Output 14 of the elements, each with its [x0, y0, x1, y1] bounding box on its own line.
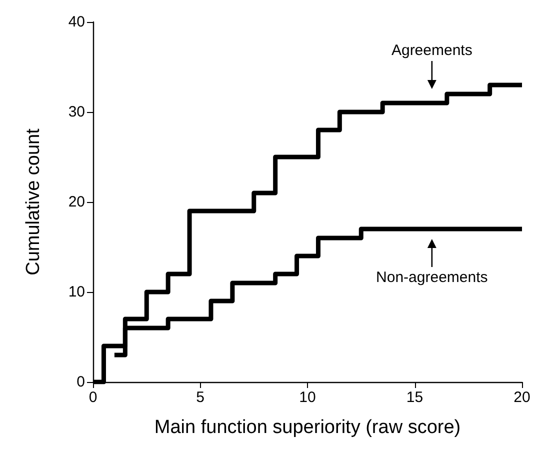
annotation: Agreements: [391, 42, 472, 59]
x-axis-title: Main function superiority (raw score): [154, 417, 461, 438]
annotation: Non-agreements: [376, 269, 488, 286]
x-tick-label: 15: [406, 389, 424, 406]
x-tick-label: 10: [299, 389, 316, 406]
y-tick-label: 20: [68, 194, 85, 210]
y-tick-label: 30: [68, 104, 85, 120]
x-tick-label: 0: [88, 389, 98, 406]
y-tick-label: 40: [68, 14, 85, 30]
x-tick-label: 20: [514, 389, 530, 406]
x-tick-label: 5: [196, 389, 204, 406]
y-tick-label: 10: [68, 284, 85, 300]
y-axis-title: Cumulative count: [23, 128, 44, 276]
y-tick-label: 0: [76, 374, 85, 390]
